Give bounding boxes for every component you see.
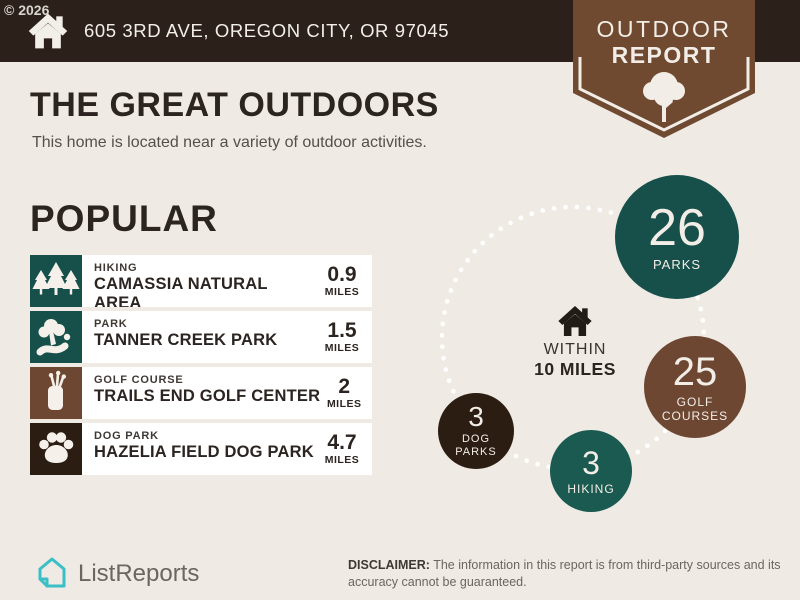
item-name: HAZELIA FIELD DOG PARK (94, 443, 314, 461)
item-name: TANNER CREEK PARK (94, 331, 278, 349)
stat-value: 26 (648, 199, 706, 257)
item-name: CAMASSIA NATURAL AREA (94, 275, 268, 307)
page-subtitle: This home is located near a variety of o… (32, 134, 427, 151)
stat-circle-golf-courses: 25 GOLF COURSES (644, 336, 746, 438)
radius-miles-label: 10 MILES (534, 359, 616, 379)
item-unit: MILES (326, 398, 362, 410)
paw-icon (30, 423, 82, 475)
tree-icon (643, 72, 685, 122)
stat-circle-dog-parks: 3 DOG PARKS (438, 393, 514, 469)
badge-title-line1: OUTDOOR (596, 16, 732, 42)
item-distance: 2 (338, 375, 351, 398)
item-category: HIKING (94, 262, 138, 274)
popular-list: HIKING CAMASSIA NATURAL AREA 0.9 MILES (30, 255, 372, 479)
center-home-icon (558, 305, 592, 337)
list-item-park: PARK TANNER CREEK PARK 1.5 MILES (30, 311, 372, 363)
item-unit: MILES (324, 454, 360, 466)
badge-title-line2: REPORT (611, 42, 717, 68)
item-unit: MILES (324, 342, 360, 354)
park-tree-icon (30, 311, 82, 363)
page-title: THE GREAT OUTDOORS (30, 86, 439, 124)
copyright-watermark: © 2026 (4, 2, 50, 18)
item-distance: 0.9 (327, 263, 357, 286)
stat-value: 25 (672, 349, 718, 394)
item-category: GOLF COURSE (94, 374, 184, 386)
item-name: TRAILS END GOLF CENTER (94, 387, 321, 405)
item-distance: 4.7 (327, 431, 357, 454)
disclaimer-text: DISCLAIMER: The information in this repo… (348, 558, 781, 589)
stat-circle-hiking: 3 HIKING (550, 430, 632, 512)
stat-label: PARKS (652, 257, 702, 272)
stat-label: DOG PARKS (455, 433, 497, 458)
within-label: WITHIN (543, 341, 607, 358)
home-icon (28, 13, 68, 49)
popular-heading: POPULAR (30, 198, 218, 239)
item-unit: MILES (324, 286, 360, 298)
disclaimer-label: DISCLAIMER: (348, 558, 430, 572)
list-item-dog-park: DOG PARK HAZELIA FIELD DOG PARK 4.7 MILE… (30, 423, 372, 475)
stat-label: GOLF COURSES (661, 394, 729, 423)
pine-trees-icon (30, 255, 82, 307)
item-distance: 1.5 (327, 319, 357, 342)
stat-circle-parks: 26 PARKS (615, 175, 739, 299)
item-category: DOG PARK (94, 430, 159, 442)
outdoor-report-badge: OUTDOOR REPORT (573, 0, 755, 140)
stat-value: 3 (582, 444, 600, 481)
golf-bag-icon (30, 367, 82, 419)
listreports-logo-icon (38, 557, 66, 588)
stat-label: HIKING (567, 481, 615, 496)
listreports-brand: ListReports (78, 560, 200, 587)
item-category: PARK (94, 318, 128, 330)
stat-value: 3 (468, 401, 484, 432)
list-item-hiking: HIKING CAMASSIA NATURAL AREA 0.9 MILES (30, 255, 372, 307)
list-item-golf: GOLF COURSE TRAILS END GOLF CENTER 2 MIL… (30, 367, 372, 419)
property-address: 605 3RD AVE, OREGON CITY, OR 97045 (84, 20, 450, 41)
badge-ribbon-shape (573, 0, 755, 138)
